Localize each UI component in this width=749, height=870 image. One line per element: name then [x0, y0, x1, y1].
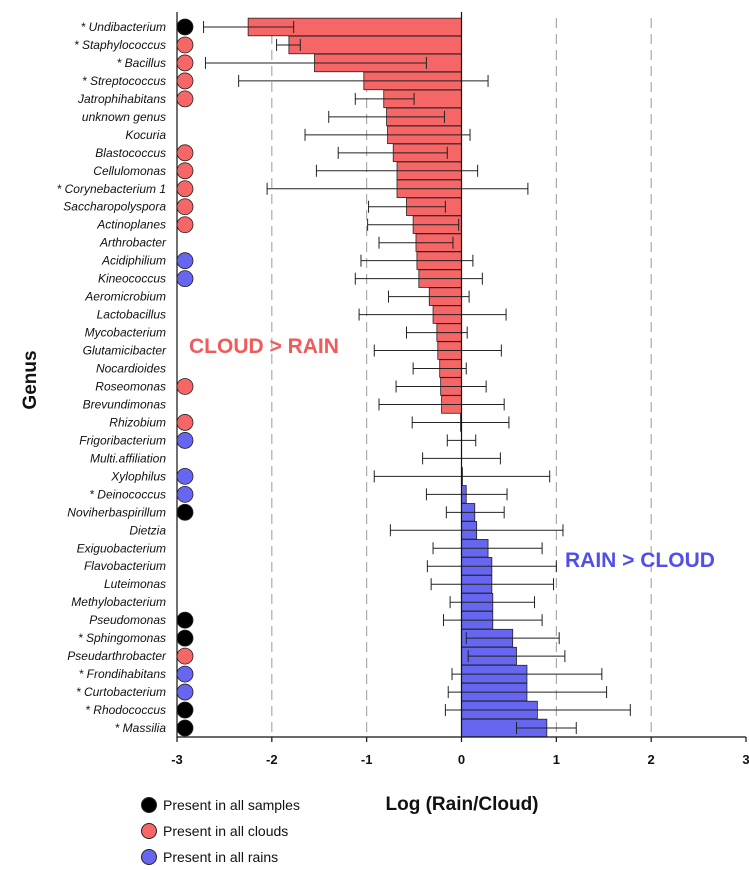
- presence-marker: [176, 180, 194, 198]
- legend-label: Present in all clouds: [163, 823, 289, 839]
- presence-marker: [176, 701, 194, 719]
- annotation-rain-gt-cloud: RAIN > CLOUD: [565, 549, 715, 572]
- genus-label: Pseudarthrobacter: [67, 649, 167, 663]
- presence-marker: [176, 144, 194, 162]
- presence-marker: [176, 683, 194, 701]
- presence-marker: [176, 629, 194, 647]
- genus-label: Flavobacterium: [84, 559, 166, 573]
- legend: Present in all samples Present in all cl…: [141, 792, 300, 870]
- presence-marker: [176, 503, 194, 521]
- x-tick-label: -1: [361, 752, 373, 767]
- genus-label: * Bacillus: [117, 56, 166, 70]
- genus-label: * Curtobacterium: [76, 685, 166, 699]
- x-tick-labels: -3 -2 -1 0 1 2 3: [171, 752, 749, 767]
- genus-label: * Sphingomonas: [78, 631, 166, 645]
- genus-label: Mycobacterium: [85, 326, 166, 340]
- legend-label: Present in all samples: [163, 797, 300, 813]
- genus-label: Multi.affiliation: [90, 451, 166, 465]
- presence-marker: [176, 90, 194, 108]
- genus-label: Brevundimonas: [83, 397, 166, 411]
- presence-marker: [176, 216, 194, 234]
- genus-label: Jatrophihabitans: [77, 92, 166, 106]
- genus-label: Kocuria: [125, 128, 166, 142]
- presence-marker: [176, 252, 194, 270]
- genus-label: Cellulomonas: [93, 164, 166, 178]
- genus-label: * Massilia: [115, 721, 167, 735]
- axes: [176, 12, 747, 742]
- annotation-cloud-gt-rain: CLOUD > RAIN: [189, 335, 339, 358]
- presence-marker: [176, 54, 194, 72]
- genus-label: Methylobacterium: [71, 595, 166, 609]
- genus-label: * Streptococcus: [82, 74, 166, 88]
- presence-marker: [176, 432, 194, 449]
- genus-label: Roseomonas: [95, 379, 166, 393]
- genus-label: Aeromicrobium: [84, 290, 166, 304]
- x-tick-label: 3: [742, 752, 749, 767]
- genus-label: Saccharopolyspora: [63, 200, 166, 214]
- x-tick-label: -3: [171, 752, 183, 767]
- x-axis-title: Log (Rain/Cloud): [385, 794, 538, 815]
- presence-marker: [176, 485, 194, 503]
- presence-marker: [176, 270, 194, 288]
- x-tick-label: 1: [553, 752, 560, 767]
- genus-label: Kineococcus: [98, 272, 166, 286]
- presence-marker: [176, 719, 194, 737]
- genus-label: Glutamicibacter: [83, 344, 167, 358]
- presence-marker: [176, 665, 194, 683]
- legend-marker-all-samples: [141, 797, 157, 813]
- presence-marker: [176, 198, 194, 216]
- genus-label: Acidiphilium: [101, 254, 166, 268]
- grid-lines: [271, 18, 652, 737]
- genus-label: Lactobacillus: [97, 308, 166, 322]
- genus-label: Noviherbaspirillum: [67, 505, 166, 519]
- presence-marker: [176, 36, 194, 54]
- legend-item-all-clouds: Present in all clouds: [141, 818, 300, 844]
- genus-label: Rhizobium: [109, 415, 166, 429]
- bars: [247, 17, 548, 738]
- genus-label: Luteimonas: [104, 577, 166, 591]
- bar: [288, 35, 462, 55]
- genus-label: Blastococcus: [95, 146, 166, 160]
- genus-label: Actinoplanes: [96, 218, 166, 232]
- genus-labels: * Undibacterium * Staphylococcus * Bacillu…: [57, 20, 167, 735]
- error-bars: [203, 20, 631, 735]
- presence-marker: [176, 467, 194, 485]
- presence-marker: [176, 162, 194, 180]
- genus-label: * Undibacterium: [81, 20, 166, 34]
- genus-label: Nocardioides: [96, 362, 166, 376]
- genus-label: * Deinococcus: [89, 487, 166, 501]
- genus-label: * Frondihabitans: [79, 667, 166, 681]
- legend-label: Present in all rains: [163, 849, 279, 865]
- x-tick-label: 2: [648, 752, 655, 767]
- y-axis-title: Genus: [20, 350, 41, 409]
- presence-markers: [176, 18, 194, 737]
- genus-label: * Corynebacterium 1: [57, 182, 166, 196]
- x-tick-label: -2: [266, 752, 278, 767]
- presence-marker: [176, 414, 194, 431]
- legend-marker-all-clouds: [141, 823, 157, 839]
- genus-label: Dietzia: [129, 523, 166, 537]
- genus-label: * Staphylococcus: [74, 38, 166, 52]
- genus-label: Pseudomonas: [89, 613, 166, 627]
- genus-label: unknown genus: [82, 110, 166, 124]
- genus-label: Arthrobacter: [99, 236, 167, 250]
- genus-label: * Rhodococcus: [85, 703, 166, 717]
- presence-marker: [176, 647, 194, 665]
- genus-label: Frigoribacterium: [79, 433, 166, 447]
- presence-marker: [176, 72, 194, 90]
- genus-label: Xylophilus: [110, 469, 166, 483]
- presence-marker: [176, 611, 194, 629]
- presence-marker: [176, 18, 194, 36]
- legend-item-all-samples: Present in all samples: [141, 792, 300, 818]
- presence-marker: [176, 378, 194, 395]
- legend-marker-all-rains: [141, 849, 157, 865]
- genus-label: Exiguobacterium: [77, 541, 166, 555]
- legend-item-all-rains: Present in all rains: [141, 844, 300, 870]
- x-tick-label: 0: [458, 752, 465, 767]
